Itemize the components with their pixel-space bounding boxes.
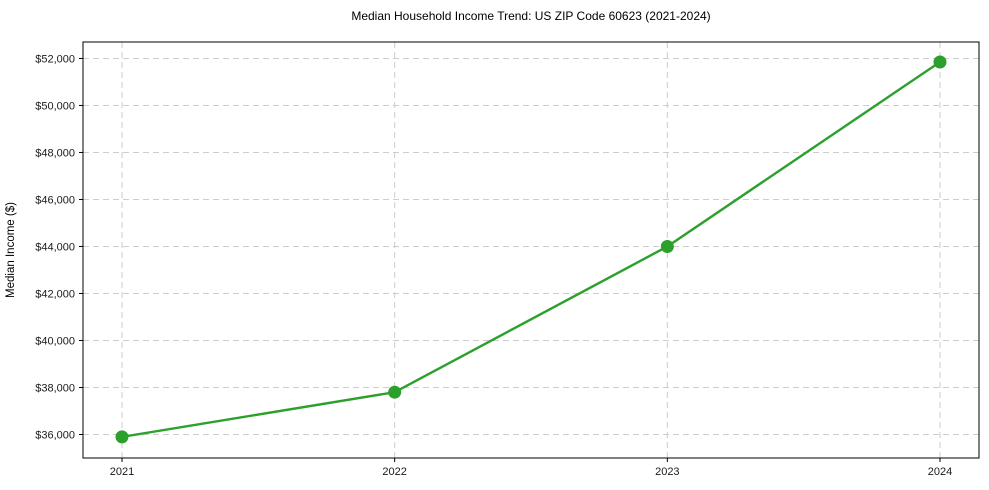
axis-layer: $36,000 $38,000 $40,000 $42,000 $44,000 $46,0… (35, 53, 952, 478)
data-point (660, 239, 674, 253)
data-point (388, 385, 402, 399)
y-tick-label: $36,000 (35, 429, 75, 441)
x-tick-label: 2024 (928, 466, 952, 478)
y-tick-label: $40,000 (35, 335, 75, 347)
line-series (120, 60, 942, 439)
y-tick-label: $44,000 (35, 241, 75, 253)
grid-layer (83, 42, 979, 458)
data-point (933, 55, 947, 69)
y-tick-label: $52,000 (35, 53, 75, 65)
y-tick-label: $50,000 (35, 100, 75, 112)
y-axis-title: Median Income ($) (5, 202, 17, 298)
series-layer (115, 55, 947, 444)
data-point (115, 430, 129, 444)
plot-border (82, 41, 980, 459)
y-tick-label: $48,000 (35, 147, 75, 159)
x-tick-label: 2023 (655, 466, 679, 478)
x-tick-label: 2022 (382, 466, 406, 478)
y-tick-label: $42,000 (35, 288, 75, 300)
x-tick-label: 2021 (110, 466, 134, 478)
chart-title: Median Household Income Trend: US ZIP Co… (351, 9, 710, 23)
y-tick-label: $46,000 (35, 194, 75, 206)
y-tick-label: $38,000 (35, 382, 75, 394)
